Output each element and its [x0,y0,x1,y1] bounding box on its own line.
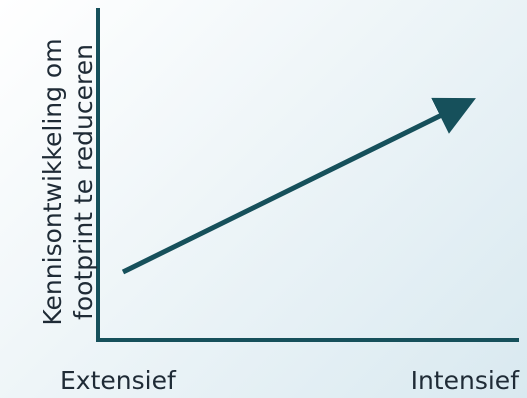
y-axis-label: Kennisontwikkeling om footprint te reduc… [37,2,99,362]
trend-arrow [121,97,476,275]
x-axis-label-left: Extensief [60,366,176,395]
y-axis-label-line2: footprint te reduceren [69,44,98,320]
x-axis-label-right: Intensief [410,366,519,395]
y-axis-label-line1: Kennisontwikkeling om [38,38,67,326]
